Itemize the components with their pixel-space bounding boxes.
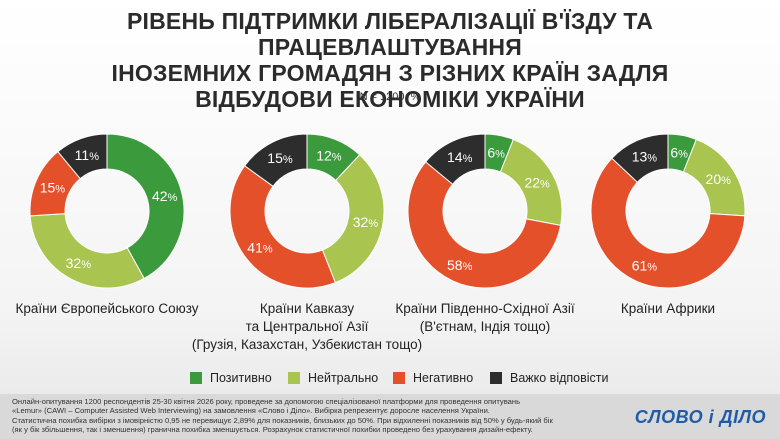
chart-label-3-line-2: (В'єтнам, Індія тощо) [419,319,551,334]
legend-swatch-negative [393,372,405,384]
footnote-line-2: «Lemur» (CAWI – Computer Assisted Web In… [12,406,490,416]
data-label-hard-3: 14% [447,149,473,165]
slice-negative-4 [590,157,746,289]
brand-logo: СЛОВО і ДІЛО [634,407,766,427]
donut-charts: 42% 32% 15% 11% 12% 32% 41% 15% 6% 22% 58% 14% 6% 20%… [29,133,746,289]
data-label-neutral-1: 32% [66,255,92,271]
donut-chart-1: 42% 32% 15% 11% [29,133,185,289]
legend-label-neutral: Нейтрально [308,371,379,385]
data-label-positive-3: 6% [487,145,505,161]
title-line-1: РІВЕНЬ ПІДТРИМКИ ЛІБЕРАЛІЗАЦІЇ В'ЇЗДУ ТА… [126,8,654,60]
chart-label-3: Країни Південно-Східної Азії (В'єтнам, Ін… [365,300,605,336]
data-label-positive-2: 12% [316,148,342,164]
data-label-negative-4: 61% [632,258,658,274]
chart-label-2: Країни Кавказу та Центральної Азії (Грузія… [187,300,427,354]
legend-item-positive: Позитивно [190,371,272,385]
data-label-neutral-2: 32% [353,214,379,230]
legend-item-hard: Важко відповісти [490,371,609,385]
footer-bar [0,394,780,439]
data-label-positive-4: 6% [670,145,688,161]
chart-label-2-line-2: та Центральної Азії [245,319,369,334]
legend-label-hard: Важко відповісти [510,371,609,385]
data-label-negative-3: 58% [447,257,473,273]
donut-chart-4: 6% 20% 61% 13% [590,133,746,289]
chart-label-1-line-1: Країни Європейського Союзу [15,301,199,316]
legend-item-neutral: Нейтрально [288,371,378,385]
chart-title: РІВЕНЬ ПІДТРИМКИ ЛІБЕРАЛІЗАЦІЇ В'ЇЗДУ ТА… [0,8,780,112]
slice-hard-2 [244,133,308,188]
slice-negative-3 [407,161,562,289]
slice-hard-3 [424,133,486,185]
donut-chart-3: 6% 22% 58% 14% [407,133,563,289]
data-label-negative-1: 15% [40,179,66,195]
chart-label-2-line-1: Країни Кавказу [259,301,355,316]
legend-item-negative: Негативно [393,371,473,385]
title-line-3: ВІДБУДОВИ ЕКОНОМІКИ УКРАЇНИ [195,86,585,112]
slice-positive-1 [106,133,185,280]
footnote-line-3: Статистична похибка вибірки з імовірніст… [12,415,553,425]
slice-hard-4 [611,133,669,183]
legend-label-negative: Негативно [413,371,474,385]
data-label-hard-2: 15% [267,150,293,166]
chart-label-2-line-3: (Грузія, Казахстан, Узбекистан тощо) [191,337,423,352]
slice-negative-2 [229,165,336,289]
legend-swatch-positive [190,372,202,384]
data-label-positive-1: 42% [152,188,178,204]
data-label-neutral-4: 20% [706,171,732,187]
donut-chart-2: 12% 32% 41% 15% [229,133,385,289]
data-label-neutral-3: 22% [524,174,550,190]
chart-label-4-line-1: Країни Африки [620,301,716,316]
slice-hard-1 [57,133,108,180]
slice-neutral-2 [321,154,385,284]
chart-label-4: Країни Африки [548,300,780,318]
legend-swatch-neutral [288,372,300,384]
data-label-negative-2: 41% [247,239,273,255]
footnote-line-4: (як у бік збільшення, так і зменшення) г… [12,425,533,435]
slice-neutral-1 [29,213,145,289]
legend-label-positive: Позитивно [210,371,272,385]
data-label-hard-1: 11% [75,147,100,163]
data-label-hard-4: 13% [632,148,658,164]
sample-size: N = 1200, % [359,91,421,103]
footnote-line-1: Онлайн-опитування 1200 респондентів 25-3… [12,397,521,406]
methodology-note: Онлайн-опитування 1200 респондентів 25-3… [12,397,572,435]
chart-label-3-line-1: Країни Південно-Східної Азії [395,301,575,316]
chart-label-1: Країни Європейського Союзу [0,300,227,318]
title-line-2: ІНОЗЕМНИХ ГРОМАДЯН З РІЗНИХ КРАЇН ЗАДЛЯ [111,60,669,86]
legend-swatch-hard [490,372,502,384]
legend: Позитивно Нейтрально Негативно Важко від… [0,371,780,389]
